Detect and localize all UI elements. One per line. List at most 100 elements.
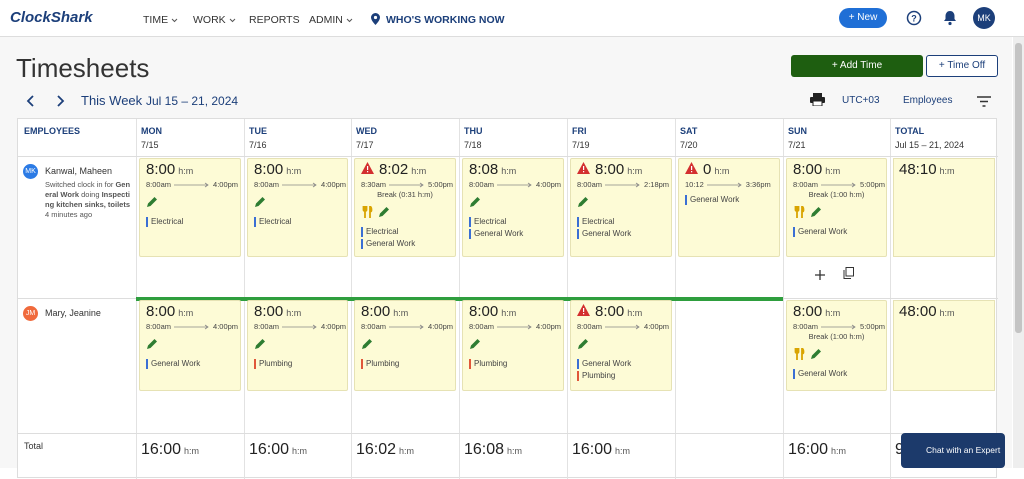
hours-unit: h:m xyxy=(627,166,643,176)
job-tag: Electrical xyxy=(469,217,506,227)
time-card[interactable]: 8:00 h:m 8:00am 4:00pm Plumbing xyxy=(462,300,564,391)
break: Break (1:00 h:m) xyxy=(808,332,865,341)
column-header: THU xyxy=(464,126,483,136)
time-card[interactable]: 8:00 h:m 8:00am 4:00pm Electrical xyxy=(247,158,348,257)
edit-icon[interactable] xyxy=(378,205,390,223)
edit-icon[interactable] xyxy=(810,347,822,365)
page-title: Timesheets xyxy=(16,53,150,83)
employee-avatar: JM xyxy=(23,306,38,321)
prev-week[interactable] xyxy=(26,94,36,112)
edit-icon[interactable] xyxy=(810,205,822,223)
start-time: 8:00am xyxy=(146,322,172,331)
edit-icon[interactable] xyxy=(469,195,481,213)
hours: 16:08 xyxy=(464,441,505,458)
edit-icon[interactable] xyxy=(146,195,158,213)
employee-name[interactable]: Mary, Jeanine xyxy=(45,308,101,318)
bell-icon[interactable] xyxy=(943,10,957,31)
copy-entry[interactable] xyxy=(843,266,854,284)
hours-row: 8:00 h:m xyxy=(577,161,642,179)
time-card[interactable]: 8:00 h:m 8:00am 5:00pm Break (1:00 h:m) Gener… xyxy=(786,158,887,257)
print-icon[interactable] xyxy=(810,93,825,111)
column-header: TOTAL xyxy=(895,126,925,136)
edit-icon[interactable] xyxy=(254,337,266,355)
job-tag: General Work xyxy=(793,369,847,379)
time-card[interactable]: 8:00 h:m 8:00am 5:00pm Break (1:00 h:m) Gener… xyxy=(786,300,887,391)
nav-item[interactable]: TIME xyxy=(143,14,178,26)
hours-unit: h:m xyxy=(178,166,194,176)
start-time: 10:12 xyxy=(685,180,704,189)
nav-item[interactable]: ADMIN xyxy=(309,14,353,26)
time-card[interactable]: 8:00 h:m 8:00am 4:00pm Plumbing xyxy=(354,300,456,391)
time-card[interactable]: 8:00 h:m 8:00am 4:00pm Electrical xyxy=(139,158,241,257)
time-card[interactable]: 0 h:m 10:12 3:36pm General Work xyxy=(678,158,780,257)
start-time: 8:00am xyxy=(254,180,280,189)
start-time: 8:00am xyxy=(469,180,495,189)
hours-row: 8:00 h:m xyxy=(361,303,408,320)
hours-row: 8:00 h:m xyxy=(469,303,516,320)
time-off-button[interactable]: + Time Off xyxy=(926,55,998,77)
time-range: 8:00am 4:00pm xyxy=(146,180,238,189)
time-card[interactable]: 8:00 h:m 8:00am 2:18pm Electrical General Wor… xyxy=(570,158,672,257)
edit-icon[interactable] xyxy=(361,337,373,355)
nav-item[interactable]: REPORTS xyxy=(249,14,300,26)
add-time-button[interactable]: + Add Time xyxy=(791,55,923,77)
brand[interactable]: ClockShark xyxy=(10,9,93,26)
job-tag: Plumbing xyxy=(254,359,292,369)
hours-unit: h:m xyxy=(627,308,643,318)
employee-name[interactable]: Kanwal, Maheen xyxy=(45,166,113,176)
time-card[interactable]: 8:00 h:m 8:00am 4:00pm General Work xyxy=(139,300,241,391)
timezone[interactable]: UTC+03 xyxy=(842,95,880,106)
job-tag: General Work xyxy=(793,227,847,237)
whos-working[interactable]: WHO'S WORKING NOW xyxy=(386,14,505,26)
next-week[interactable] xyxy=(55,94,65,112)
hours: 16:00 xyxy=(249,441,290,458)
status-job: General Work xyxy=(45,180,131,199)
employee-filter[interactable]: Employees xyxy=(903,95,953,106)
time-range: 8:00am 4:00pm xyxy=(146,322,238,331)
start-time: 8:00am xyxy=(361,322,387,331)
edit-icon[interactable] xyxy=(577,337,589,355)
time-card[interactable]: 8:00 h:m 8:00am 4:00pm Plumbing xyxy=(247,300,348,391)
time-range: 8:00am 4:00pm xyxy=(469,322,561,331)
employee-total xyxy=(893,158,995,257)
hours-row: 8:00 h:m xyxy=(146,161,193,178)
edit-icon[interactable] xyxy=(469,337,481,355)
hours-unit: h:m xyxy=(292,446,308,456)
add-entry[interactable] xyxy=(815,267,825,283)
start-time: 8:00am xyxy=(469,322,495,331)
day-total: 16:00 h:m xyxy=(141,441,199,459)
day-total: 16:00 h:m xyxy=(788,441,846,459)
column-date: 7/21 xyxy=(788,140,806,150)
start-time: 8:00am xyxy=(577,180,603,189)
user-avatar[interactable]: MK xyxy=(973,7,995,29)
day-total: 16:00 h:m xyxy=(572,441,630,459)
end-time: 4:00pm xyxy=(428,322,454,331)
start-time: 8:00am xyxy=(793,180,819,189)
time-card[interactable]: 8:02 h:m 8:30am 5:00pm Break (0:31 h:m) Elect… xyxy=(354,158,456,257)
new-button[interactable]: + New xyxy=(839,8,887,28)
day-total: 16:02 h:m xyxy=(356,441,414,459)
edit-icon[interactable] xyxy=(254,195,266,213)
chat-button[interactable]: Chat with an Expert xyxy=(901,433,1005,468)
column-header: WED xyxy=(356,126,377,136)
hours-unit: h:m xyxy=(393,308,409,318)
hours-unit: h:m xyxy=(714,166,730,176)
filter-icon[interactable] xyxy=(977,94,991,112)
range-arrow xyxy=(497,324,532,329)
time-card[interactable]: 8:08 h:m 8:00am 4:00pm Electrical General Wor… xyxy=(462,158,564,257)
pin-icon xyxy=(371,12,380,25)
hours: 8:02 xyxy=(379,161,409,178)
edit-icon[interactable] xyxy=(577,195,589,213)
column-date: 7/19 xyxy=(572,140,590,150)
column-date: 7/15 xyxy=(141,140,159,150)
edit-icon[interactable] xyxy=(146,337,158,355)
nav-item[interactable]: WORK xyxy=(193,14,236,26)
week-range[interactable]: Jul 15 – 21, 2024 xyxy=(146,94,239,108)
hours: 8:00 xyxy=(146,161,176,178)
time-card[interactable]: 8:00 h:m 8:00am 4:00pm General Work Plumbing xyxy=(570,300,672,391)
job-tag: General Work xyxy=(577,229,631,239)
time-range: 8:00am 4:00pm xyxy=(254,322,346,331)
hours-row: 8:00 h:m xyxy=(793,161,840,178)
help-icon[interactable]: ? xyxy=(906,10,922,31)
total-hours: 48:10 h:m xyxy=(899,161,955,178)
